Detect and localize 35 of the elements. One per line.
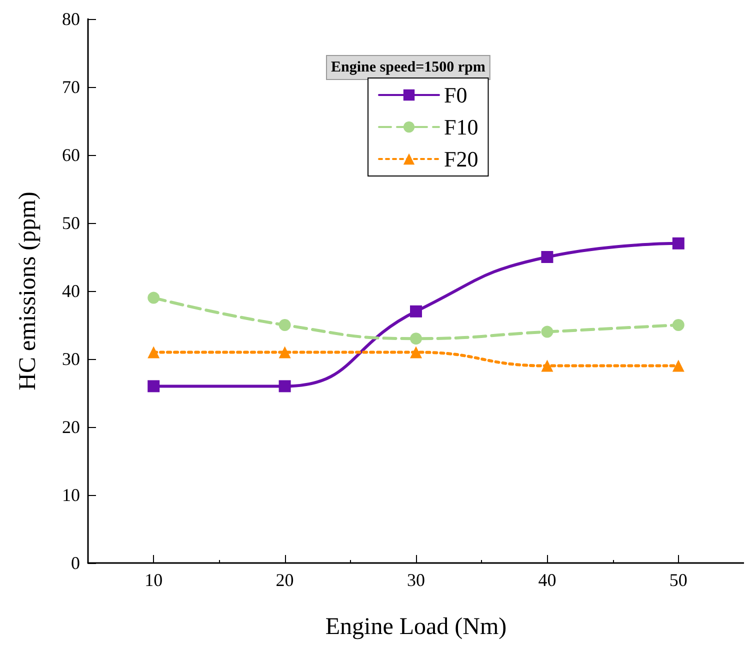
x-tick-label: 10: [144, 570, 163, 590]
x-tick-label: 40: [538, 570, 556, 590]
legend-label: F20: [444, 146, 478, 172]
x-tick-label: 20: [276, 570, 294, 590]
y-tick-label: 60: [62, 145, 80, 165]
y-tick-label: 70: [62, 77, 80, 97]
y-tick-label: 20: [62, 417, 80, 437]
y-tick-label: 40: [62, 281, 80, 301]
point: [410, 305, 422, 318]
point: [410, 332, 422, 345]
legend-label: F0: [444, 82, 468, 108]
point: [278, 380, 291, 392]
point: [672, 319, 684, 331]
legend-label: F10: [444, 114, 478, 140]
point: [278, 319, 291, 331]
x-tick-label: 30: [407, 570, 425, 590]
annotation: Engine speed=1500 rpm: [331, 60, 486, 76]
point: [541, 251, 554, 263]
point: [672, 237, 684, 250]
x-axis-title: Engine Load (Nm): [325, 614, 507, 640]
x-tick-label: 50: [669, 570, 688, 590]
point: [278, 346, 291, 358]
y-tick-label: 50: [62, 213, 80, 233]
y-tick-label: 0: [71, 553, 80, 573]
point: [148, 380, 160, 392]
point: [410, 346, 422, 358]
y-tick-label: 80: [62, 9, 80, 29]
y-tick-label: 10: [62, 485, 80, 505]
point: [541, 326, 554, 338]
point: [672, 360, 684, 372]
point: [148, 292, 160, 304]
y-axis-title: HC emissions (ppm): [15, 192, 41, 390]
point: [541, 360, 554, 372]
point: [148, 346, 160, 358]
y-tick-label: 30: [62, 349, 80, 369]
